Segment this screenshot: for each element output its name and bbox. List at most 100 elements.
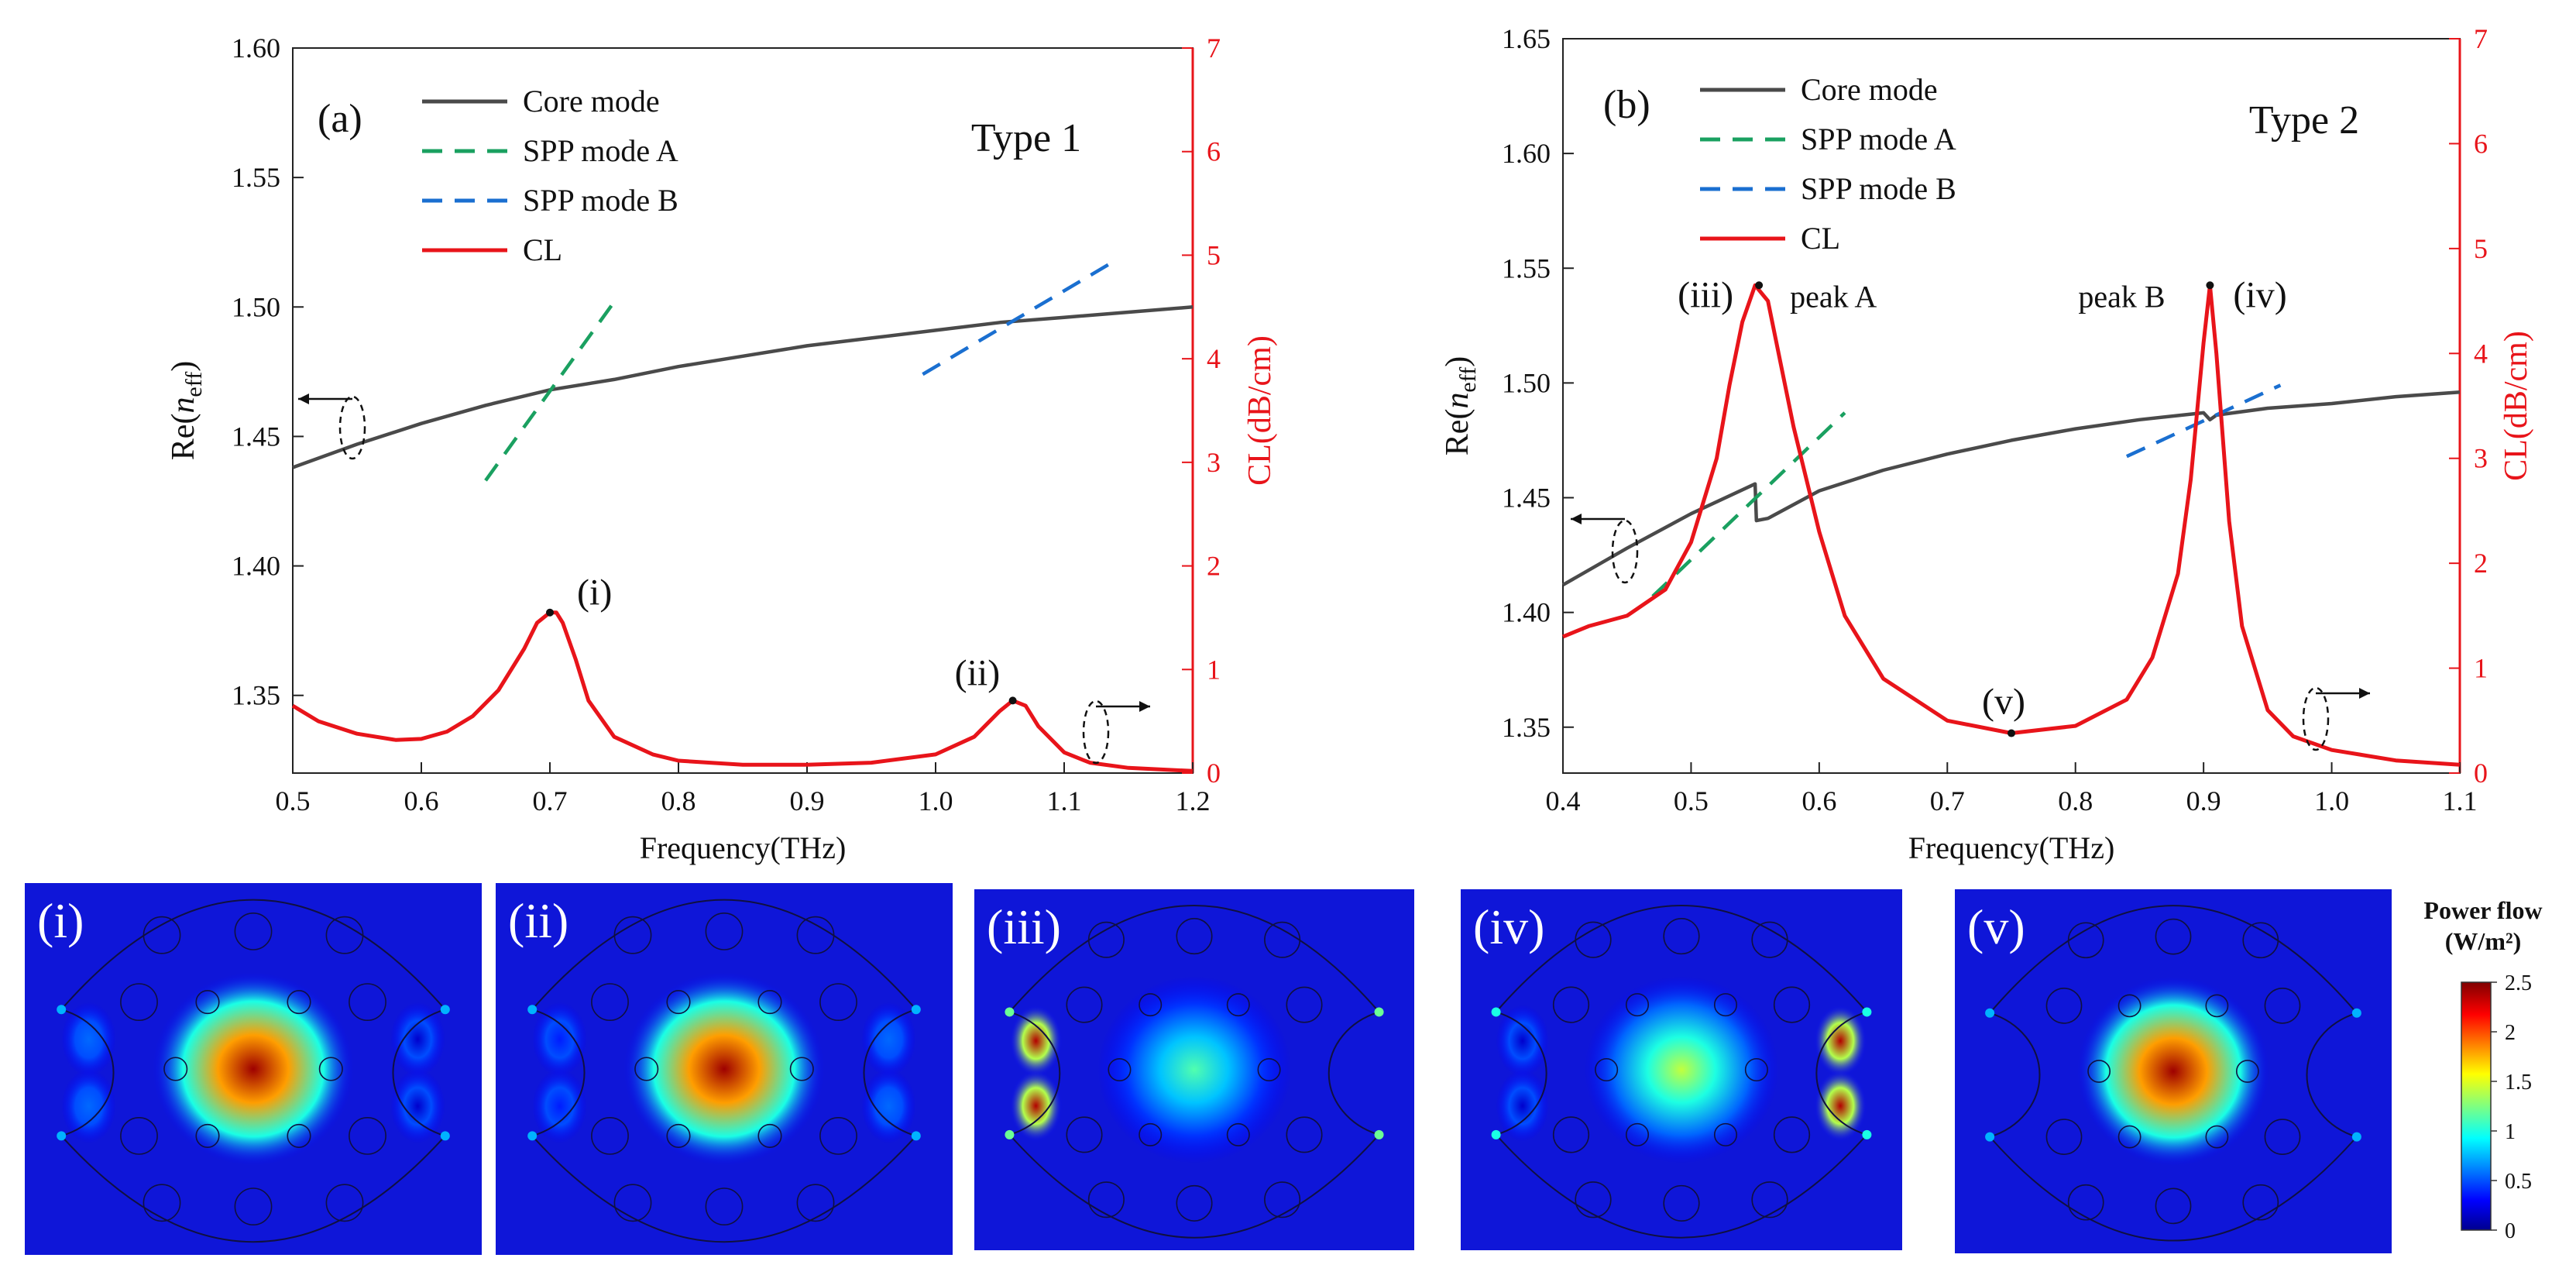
x-axis-label: Frequency(THz): [1908, 830, 2115, 865]
x-tick-label: 0.7: [533, 785, 568, 816]
y-left-tick-label: 1.45: [232, 421, 280, 452]
plot-frame: [1562, 38, 2461, 774]
corner-field-spot: [440, 1005, 450, 1015]
y-right-tick-label: 7: [1207, 33, 1221, 64]
peak-marker: [1008, 696, 1017, 705]
air-hole: [1139, 1122, 1163, 1146]
legend-label: CL: [1801, 221, 1840, 256]
air-hole: [634, 1057, 659, 1081]
peak-marker: [2008, 729, 2015, 737]
air-hole: [1751, 1181, 1788, 1218]
x-tick-label: 0.5: [1674, 785, 1709, 816]
corner-field-spot: [1985, 1132, 1995, 1142]
air-hole: [1713, 993, 1738, 1017]
air-hole: [2235, 1060, 2259, 1083]
air-hole: [1552, 986, 1590, 1023]
air-hole: [143, 1184, 181, 1222]
air-hole: [2264, 988, 2301, 1024]
y-right-tick-label: 6: [2474, 128, 2488, 159]
y-left-tick-label: 1.40: [232, 551, 280, 582]
air-hole: [1575, 921, 1612, 958]
series-spp-mode-a: [484, 301, 616, 482]
field-map-row: (i) (ii) (iii) (iv) (v): [25, 883, 2392, 1255]
air-hole: [1286, 986, 1323, 1023]
air-hole: [1713, 1122, 1738, 1146]
y-right-tick-label: 1: [1207, 654, 1221, 685]
spp-edge-field: [390, 1069, 445, 1143]
y-left-tick-label: 1.60: [232, 33, 280, 64]
air-hole: [195, 990, 220, 1015]
air-hole: [1264, 1181, 1301, 1218]
spp-edge-field: [1009, 1070, 1063, 1143]
y-right-tick-label: 6: [1207, 136, 1221, 167]
spp-edge-field: [1496, 1070, 1550, 1143]
air-hole: [2117, 994, 2142, 1018]
legend-label: CL: [523, 232, 562, 267]
air-hole: [819, 983, 857, 1022]
air-hole: [163, 1057, 188, 1081]
air-hole: [120, 983, 158, 1022]
corner-field-spot: [1491, 1007, 1501, 1017]
field-map-2: (ii): [496, 883, 953, 1255]
x-tick-label: 1.0: [2314, 785, 2349, 816]
legend-label: Core mode: [1801, 72, 1938, 107]
air-hole: [234, 1187, 273, 1226]
air-hole: [349, 983, 386, 1022]
air-hole: [195, 1123, 220, 1148]
y-right-tick-label: 4: [1207, 343, 1221, 374]
legend-label: SPP mode A: [523, 133, 678, 168]
series-spp-mode-b: [2125, 383, 2282, 459]
y-left-tick-label: 1.55: [1502, 253, 1551, 284]
arrow-head-icon: [298, 394, 309, 404]
air-hole: [2087, 1060, 2111, 1083]
spp-edge-field: [861, 1069, 916, 1143]
x-tick-label: 0.8: [2058, 785, 2093, 816]
air-hole: [1139, 993, 1163, 1017]
core-mode-field: [153, 972, 354, 1166]
y-left-tick-label: 1.60: [1502, 138, 1551, 169]
air-hole: [1066, 1116, 1103, 1153]
spp-edge-field: [532, 1002, 587, 1077]
air-hole: [143, 916, 181, 954]
air-hole: [1108, 1058, 1132, 1082]
air-hole: [1663, 917, 1700, 955]
corner-field-spot: [1374, 1129, 1384, 1139]
y-left-tick-label: 1.35: [232, 680, 280, 711]
colorbar-tick-label: 2.5: [2505, 971, 2532, 995]
spp-edge-field: [61, 1002, 116, 1077]
annotation-label: (i): [577, 572, 612, 614]
air-hole: [318, 1057, 343, 1081]
corner-field-spot: [1985, 1008, 1995, 1018]
peak-marker: [546, 608, 554, 617]
axis-indicator-ellipse: [2302, 686, 2330, 751]
air-hole: [613, 916, 652, 954]
corner-field-spot: [1862, 1007, 1872, 1017]
y-right-tick-label: 0: [1207, 758, 1221, 789]
legend-label: Core mode: [523, 84, 660, 119]
x-axis-label: Frequency(THz): [640, 830, 847, 865]
air-hole: [2067, 922, 2104, 959]
arrow-head-icon: [1571, 514, 1582, 524]
y-right-tick-label: 3: [2474, 443, 2488, 474]
corner-field-spot: [1005, 1129, 1015, 1139]
air-hole: [325, 916, 364, 954]
air-hole: [1087, 1181, 1125, 1218]
x-tick-label: 0.9: [2186, 785, 2221, 816]
colorbar-tick-label: 2: [2505, 1021, 2516, 1045]
legend-label: SPP mode A: [1801, 122, 1956, 156]
colorbar-units: (W/m²): [2445, 927, 2521, 955]
air-hole: [2205, 994, 2229, 1018]
spp-edge-field: [1814, 1070, 1867, 1143]
air-hole: [1625, 1122, 1650, 1146]
y-right-tick-label: 5: [2474, 233, 2488, 264]
colorbar-tick-label: 1.5: [2505, 1071, 2532, 1095]
field-map-label: (ii): [508, 893, 568, 948]
y-right-tick-label: 2: [2474, 548, 2488, 579]
air-hole: [1744, 1057, 1768, 1082]
series-cl: [291, 610, 1194, 773]
air-hole: [2045, 1119, 2083, 1155]
axis-indicator-ellipse: [1611, 519, 1639, 584]
air-hole: [2067, 1184, 2104, 1221]
corner-field-spot: [527, 1005, 538, 1015]
corner-field-spot: [911, 1131, 921, 1141]
